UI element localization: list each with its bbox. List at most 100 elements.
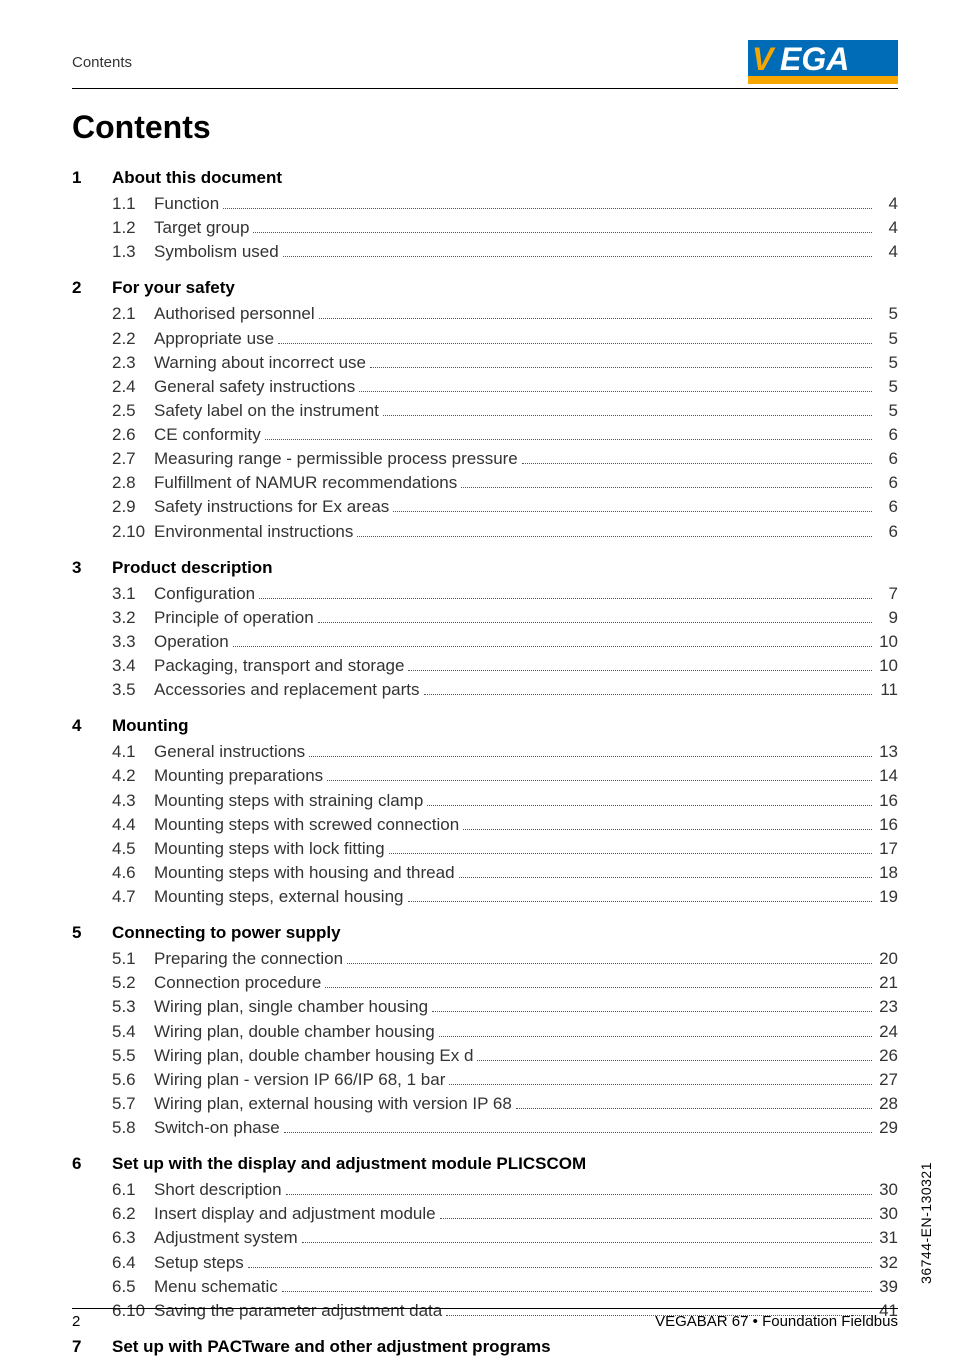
toc-entry-number: 5.6 bbox=[72, 1068, 154, 1092]
toc-leader-dots bbox=[283, 241, 872, 257]
toc-leader-dots bbox=[393, 496, 872, 512]
toc-entry-number: 1.3 bbox=[72, 240, 154, 264]
toc-leader-dots bbox=[408, 655, 872, 671]
toc-entry-number: 3.3 bbox=[72, 630, 154, 654]
toc-entry-page: 32 bbox=[876, 1251, 898, 1275]
toc-entry[interactable]: 2.10Environmental instructions6 bbox=[72, 520, 898, 544]
toc-section: 6Set up with the display and adjustment … bbox=[72, 1154, 898, 1323]
toc-leader-dots bbox=[278, 327, 872, 343]
toc-entry[interactable]: 6.4Setup steps32 bbox=[72, 1251, 898, 1275]
toc-entry[interactable]: 4.6Mounting steps with housing and threa… bbox=[72, 861, 898, 885]
toc-entry[interactable]: 4.5Mounting steps with lock fitting17 bbox=[72, 837, 898, 861]
toc-entry[interactable]: 1.1Function4 bbox=[72, 192, 898, 216]
toc-entry[interactable]: 6.1Short description30 bbox=[72, 1178, 898, 1202]
toc-entry[interactable]: 4.7Mounting steps, external housing19 bbox=[72, 885, 898, 909]
toc-entry[interactable]: 1.2Target group4 bbox=[72, 216, 898, 240]
toc-entry-label: Wiring plan - version IP 66/IP 68, 1 bar bbox=[154, 1068, 445, 1092]
toc-entry-number: 6.4 bbox=[72, 1251, 154, 1275]
toc-entry[interactable]: 5.8Switch-on phase29 bbox=[72, 1116, 898, 1140]
toc-entry[interactable]: 3.3Operation10 bbox=[72, 630, 898, 654]
toc-leader-dots bbox=[248, 1251, 872, 1267]
toc-entry[interactable]: 6.5Menu schematic39 bbox=[72, 1275, 898, 1299]
toc-entry[interactable]: 6.3Adjustment system31 bbox=[72, 1226, 898, 1250]
toc-entry[interactable]: 2.4General safety instructions5 bbox=[72, 375, 898, 399]
toc-entry-number: 5.1 bbox=[72, 947, 154, 971]
toc-section-heading[interactable]: 6Set up with the display and adjustment … bbox=[72, 1154, 898, 1174]
toc-entry-page: 6 bbox=[876, 423, 898, 447]
toc-entry-page: 9 bbox=[876, 606, 898, 630]
toc-entry[interactable]: 2.3Warning about incorrect use5 bbox=[72, 351, 898, 375]
toc-entry-label: Function bbox=[154, 192, 219, 216]
toc-entry-label: Wiring plan, single chamber housing bbox=[154, 995, 428, 1019]
toc-section-heading[interactable]: 1About this document bbox=[72, 168, 898, 188]
toc-entry[interactable]: 6.2Insert display and adjustment module3… bbox=[72, 1202, 898, 1226]
toc-entry-page: 30 bbox=[876, 1178, 898, 1202]
toc-entry[interactable]: 4.1General instructions13 bbox=[72, 740, 898, 764]
toc-entry[interactable]: 5.2Connection procedure21 bbox=[72, 971, 898, 995]
toc-section-heading[interactable]: 2For your safety bbox=[72, 278, 898, 298]
toc-entry-label: Environmental instructions bbox=[154, 520, 353, 544]
toc-entry-number: 5.7 bbox=[72, 1092, 154, 1116]
toc-entry[interactable]: 4.2Mounting preparations14 bbox=[72, 764, 898, 788]
toc-entry[interactable]: 3.2Principle of operation9 bbox=[72, 606, 898, 630]
toc-entry[interactable]: 2.2Appropriate use5 bbox=[72, 327, 898, 351]
toc-entry[interactable]: 2.8Fulfillment of NAMUR recommendations6 bbox=[72, 471, 898, 495]
toc-entry-number: 3.1 bbox=[72, 582, 154, 606]
toc-entry[interactable]: 4.4Mounting steps with screwed connectio… bbox=[72, 813, 898, 837]
toc-entry-number: 3.2 bbox=[72, 606, 154, 630]
toc-entry-page: 39 bbox=[876, 1275, 898, 1299]
toc-entry-page: 10 bbox=[876, 654, 898, 678]
toc-entry-page: 7 bbox=[876, 582, 898, 606]
toc-entry[interactable]: 3.4Packaging, transport and storage10 bbox=[72, 654, 898, 678]
toc-entry[interactable]: 3.5Accessories and replacement parts11 bbox=[72, 678, 898, 702]
toc-entry-page: 6 bbox=[876, 447, 898, 471]
toc-entry[interactable]: 2.6CE conformity6 bbox=[72, 423, 898, 447]
toc-entry[interactable]: 2.9Safety instructions for Ex areas6 bbox=[72, 495, 898, 519]
toc-leader-dots bbox=[318, 606, 872, 622]
toc-section-number: 3 bbox=[72, 558, 94, 578]
toc-entry-label: Safety label on the instrument bbox=[154, 399, 379, 423]
toc-entry-page: 21 bbox=[876, 971, 898, 995]
toc-entry-label: General safety instructions bbox=[154, 375, 355, 399]
toc-entry-page: 4 bbox=[876, 192, 898, 216]
toc-entry[interactable]: 3.1Configuration7 bbox=[72, 582, 898, 606]
toc-entry-page: 5 bbox=[876, 302, 898, 326]
toc-entry-number: 6.2 bbox=[72, 1202, 154, 1226]
toc-entry[interactable]: 5.1Preparing the connection20 bbox=[72, 947, 898, 971]
toc-section: 5Connecting to power supply 5.1Preparing … bbox=[72, 923, 898, 1140]
toc-entry-number: 2.4 bbox=[72, 375, 154, 399]
toc-leader-dots bbox=[461, 472, 872, 488]
toc-entry-page: 23 bbox=[876, 995, 898, 1019]
toc-section-heading[interactable]: 3Product description bbox=[72, 558, 898, 578]
toc-leader-dots bbox=[319, 303, 872, 319]
toc-entry[interactable]: 5.5Wiring plan, double chamber housing E… bbox=[72, 1044, 898, 1068]
toc-leader-dots bbox=[265, 424, 872, 440]
toc-entry[interactable]: 5.4Wiring plan, double chamber housing24 bbox=[72, 1020, 898, 1044]
footer-page-number: 2 bbox=[72, 1313, 80, 1330]
toc-entry[interactable]: 2.1Authorised personnel5 bbox=[72, 302, 898, 326]
toc-entry[interactable]: 5.3Wiring plan, single chamber housing23 bbox=[72, 995, 898, 1019]
toc-entry[interactable]: 2.7Measuring range - permissible process… bbox=[72, 447, 898, 471]
toc-entry-page: 13 bbox=[876, 740, 898, 764]
toc-entry-number: 5.5 bbox=[72, 1044, 154, 1068]
toc-entry-label: Mounting steps with screwed connection bbox=[154, 813, 459, 837]
toc-entry-label: Insert display and adjustment module bbox=[154, 1202, 436, 1226]
toc-entry-number: 2.10 bbox=[72, 520, 154, 544]
toc-entry[interactable]: 5.6Wiring plan - version IP 66/IP 68, 1 … bbox=[72, 1068, 898, 1092]
toc-entry-label: Mounting steps with lock fitting bbox=[154, 837, 385, 861]
toc-section-heading[interactable]: 5Connecting to power supply bbox=[72, 923, 898, 943]
svg-text:EGA: EGA bbox=[780, 41, 849, 77]
toc-entry[interactable]: 2.5Safety label on the instrument5 bbox=[72, 399, 898, 423]
toc-entry[interactable]: 4.3Mounting steps with straining clamp16 bbox=[72, 789, 898, 813]
toc-section-title: For your safety bbox=[112, 278, 235, 298]
toc-entry-number: 3.4 bbox=[72, 654, 154, 678]
toc-entry-label: Mounting steps with housing and thread bbox=[154, 861, 455, 885]
toc-entry[interactable]: 5.7Wiring plan, external housing with ve… bbox=[72, 1092, 898, 1116]
toc-section-title: Mounting bbox=[112, 716, 188, 736]
toc-section-title: Connecting to power supply bbox=[112, 923, 341, 943]
toc-entry-label: Mounting steps with straining clamp bbox=[154, 789, 423, 813]
toc-entry-number: 2.7 bbox=[72, 447, 154, 471]
toc-section-heading[interactable]: 4Mounting bbox=[72, 716, 898, 736]
toc-entry[interactable]: 1.3Symbolism used4 bbox=[72, 240, 898, 264]
toc-entry-page: 10 bbox=[876, 630, 898, 654]
